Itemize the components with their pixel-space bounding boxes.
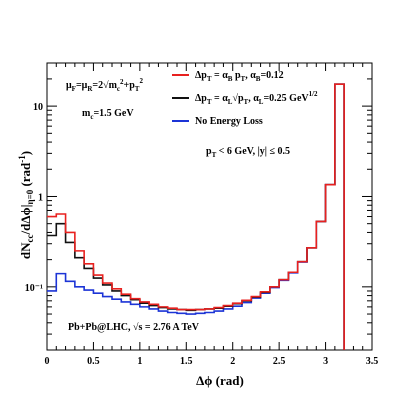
system-annotation: Pb+Pb@LHC, √s = 2.76 A TeV xyxy=(68,322,200,333)
plot-frame xyxy=(46,62,373,351)
legend: ΔpT = αB pT, αB=0.12 ΔpT = αL√pT, αL=0.2… xyxy=(172,70,318,127)
mass-annotation: mc=1.5 GeV xyxy=(82,108,134,121)
x-tick-label: 2 xyxy=(230,356,235,367)
series-line-0 xyxy=(47,83,345,350)
x-tick-label: 1.5 xyxy=(180,356,193,367)
x-tick-label: 1 xyxy=(137,356,142,367)
x-tick-label: 3.5 xyxy=(366,356,379,367)
scale-annotation: μF=μR=2√mc2+pT2 xyxy=(66,77,143,93)
x-tick-label: 3 xyxy=(323,356,328,367)
cuts-annotation: pT < 6 GeV, |y| ≤ 0.5 xyxy=(206,146,290,159)
y-tick-label: 1 xyxy=(38,192,43,203)
x-tick-label: 0 xyxy=(45,356,50,367)
plot-area: 0 0.5 1 1.5 2 2.5 3 3.5 10⁻¹ 1 10 xyxy=(25,62,379,367)
x-tick-label: 2.5 xyxy=(273,356,286,367)
y-axis-label: dNcc/dΔϕ|η=0 (rad-1) xyxy=(17,151,35,259)
x-tick-label: 0.5 xyxy=(87,356,100,367)
legend-label-no-loss: No Energy Loss xyxy=(195,116,263,127)
legend-label-alpha-b: ΔpT = αB pT, αB=0.12 xyxy=(195,70,284,83)
x-axis-label: Δϕ (rad) xyxy=(196,373,244,388)
y-tick-label: 10 xyxy=(33,102,43,113)
legend-label-alpha-l: ΔpT = αL√pT, αL=0.25 GeV1/2 xyxy=(195,90,318,106)
y-tick-label: 10⁻¹ xyxy=(25,283,43,294)
